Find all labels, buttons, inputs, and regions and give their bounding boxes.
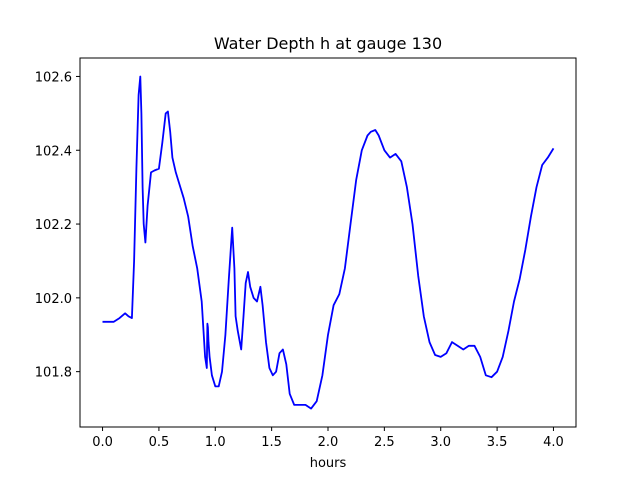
x-tick-label: 2.5 xyxy=(374,435,395,450)
series-layer xyxy=(102,75,555,410)
y-tick-label: 101.8 xyxy=(35,366,72,381)
y-tick-label: 102.0 xyxy=(35,292,72,307)
plot-frame xyxy=(79,57,577,428)
x-tick-label: 3.0 xyxy=(430,435,451,450)
x-axis: 0.0 0.5 1.0 1.5 2.0 2.5 3.0 3.5 4.0 xyxy=(92,427,564,450)
y-axis: 101.8 102.0 102.2 102.4 102.6 xyxy=(35,70,80,381)
x-tick-label: 0.0 xyxy=(92,435,113,450)
x-tick-label: 3.5 xyxy=(487,435,508,450)
x-tick-label: 2.0 xyxy=(318,435,339,450)
x-tick-label: 1.0 xyxy=(205,435,226,450)
chart-title: Water Depth h at gauge 130 xyxy=(214,34,442,53)
x-tick-label: 1.5 xyxy=(261,435,282,450)
x-axis-label: hours xyxy=(310,456,347,471)
series-line xyxy=(102,75,555,410)
x-tick-label: 4.0 xyxy=(543,435,564,450)
y-tick-label: 102.2 xyxy=(35,218,72,233)
y-tick-label: 102.6 xyxy=(35,70,72,85)
x-tick-label: 0.5 xyxy=(149,435,170,450)
y-tick-label: 102.4 xyxy=(35,144,72,159)
